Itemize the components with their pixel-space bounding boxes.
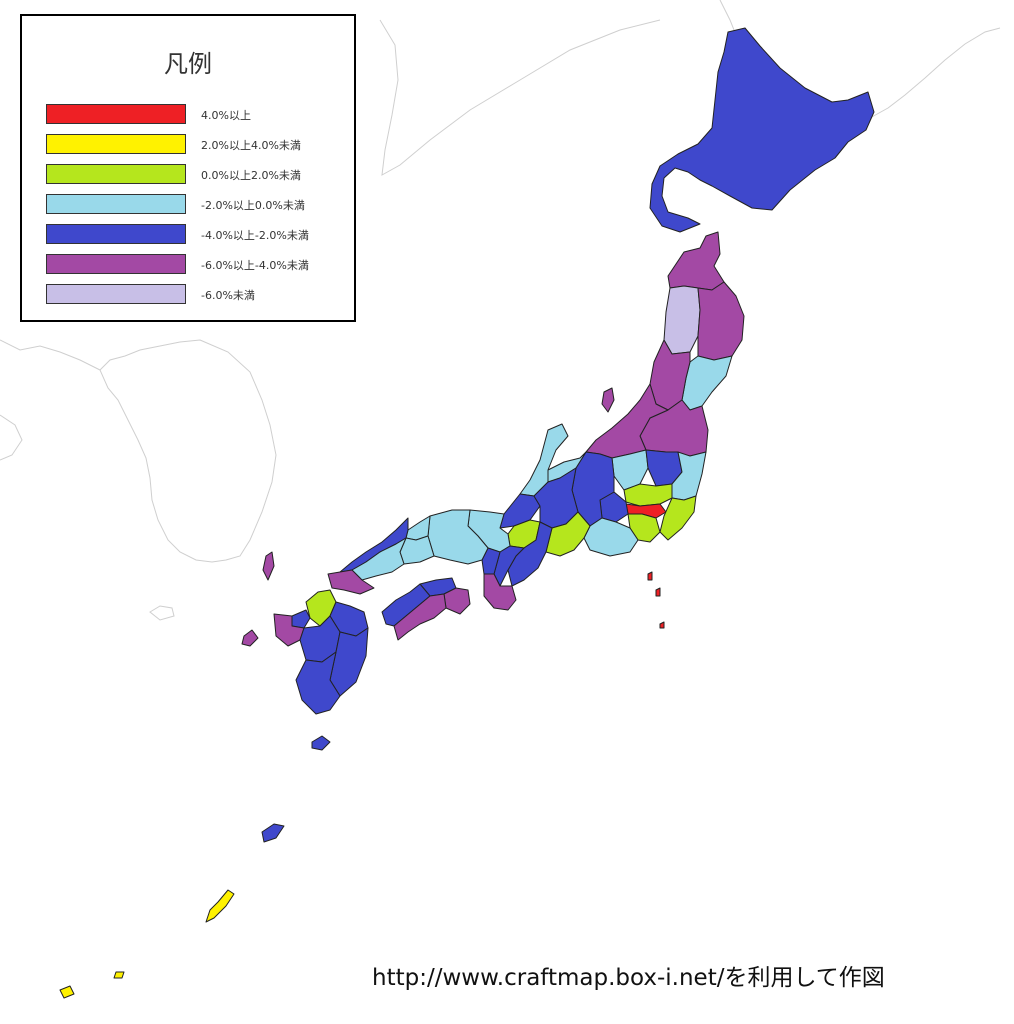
legend-label: 4.0%以上 bbox=[201, 109, 251, 122]
legend-swatch bbox=[46, 104, 186, 124]
akita-region[interactable] bbox=[663, 285, 701, 355]
chiba-region[interactable] bbox=[659, 495, 697, 541]
neighbor-coastlines bbox=[0, 0, 1001, 621]
legend-label: -6.0%以上-4.0%未満 bbox=[201, 259, 309, 272]
izu-islands[interactable] bbox=[647, 571, 665, 629]
aomori-region[interactable] bbox=[667, 231, 725, 291]
sado-island[interactable] bbox=[601, 387, 615, 413]
legend-swatch bbox=[46, 194, 186, 214]
korea-coastline bbox=[99, 339, 277, 563]
asia-mainland-coastline bbox=[0, 339, 101, 371]
saga-region[interactable] bbox=[291, 609, 311, 629]
legend-swatch bbox=[46, 164, 186, 184]
yamaguchi-region[interactable] bbox=[327, 569, 375, 595]
legend-swatch bbox=[46, 224, 186, 244]
yakushima-island[interactable] bbox=[311, 735, 331, 751]
okinawa-main-island[interactable] bbox=[205, 889, 235, 923]
legend-label: 2.0%以上4.0%未満 bbox=[201, 139, 301, 152]
goto-islands[interactable] bbox=[241, 629, 259, 647]
legend-label: -2.0%以上0.0%未満 bbox=[201, 199, 305, 212]
amami-islands[interactable] bbox=[261, 823, 285, 843]
map-credit: http://www.craftmap.box-i.net/を利用して作図 bbox=[372, 965, 885, 991]
hokkaido-region[interactable] bbox=[649, 27, 875, 233]
prefectures bbox=[59, 27, 875, 999]
iwate-region[interactable] bbox=[697, 281, 745, 361]
sakishima-islands[interactable] bbox=[59, 971, 125, 999]
tokushima-region[interactable] bbox=[443, 587, 471, 615]
jeju-coastline bbox=[149, 605, 175, 621]
saitama-region[interactable] bbox=[623, 483, 673, 507]
china-coastline bbox=[0, 414, 23, 461]
tsushima-island[interactable] bbox=[262, 551, 275, 581]
hiroshima-region[interactable] bbox=[351, 537, 407, 581]
aichi-region[interactable] bbox=[545, 511, 591, 557]
legend-swatch bbox=[46, 134, 186, 154]
legend-label: -4.0%以上-2.0%未満 bbox=[201, 229, 309, 242]
russia-coastline bbox=[379, 19, 661, 176]
legend-swatch bbox=[46, 254, 186, 274]
gunma-region[interactable] bbox=[611, 449, 649, 491]
wakayama-region[interactable] bbox=[483, 573, 517, 611]
legend-label: 0.0%以上2.0%未満 bbox=[201, 169, 301, 182]
legend-label: -6.0%未満 bbox=[201, 289, 255, 302]
kuril-coastline bbox=[869, 27, 1001, 119]
kagoshima-region[interactable] bbox=[295, 651, 341, 715]
kochi-region[interactable] bbox=[393, 593, 447, 641]
legend-box: 凡例 4.0%以上 2.0%以上4.0%未満 0.0%以上2.0%未満 -2.0%以上… bbox=[20, 14, 356, 322]
shizuoka-region[interactable] bbox=[583, 517, 639, 557]
legend-title: 凡例 bbox=[164, 50, 212, 78]
legend-swatch bbox=[46, 284, 186, 304]
